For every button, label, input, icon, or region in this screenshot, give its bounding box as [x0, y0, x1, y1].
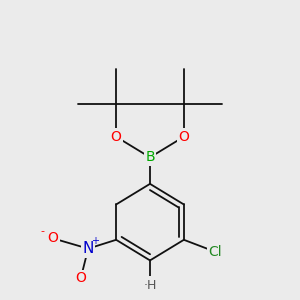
Text: O: O: [178, 130, 189, 144]
Text: B: B: [145, 150, 155, 164]
Text: O: O: [111, 130, 122, 144]
Text: O: O: [75, 271, 86, 285]
Text: +: +: [92, 236, 100, 246]
Text: O: O: [47, 231, 58, 245]
Text: -: -: [40, 226, 44, 236]
Text: N: N: [82, 241, 94, 256]
Text: O: O: [145, 277, 155, 291]
Text: Cl: Cl: [208, 244, 222, 259]
Text: ·H: ·H: [143, 279, 157, 292]
